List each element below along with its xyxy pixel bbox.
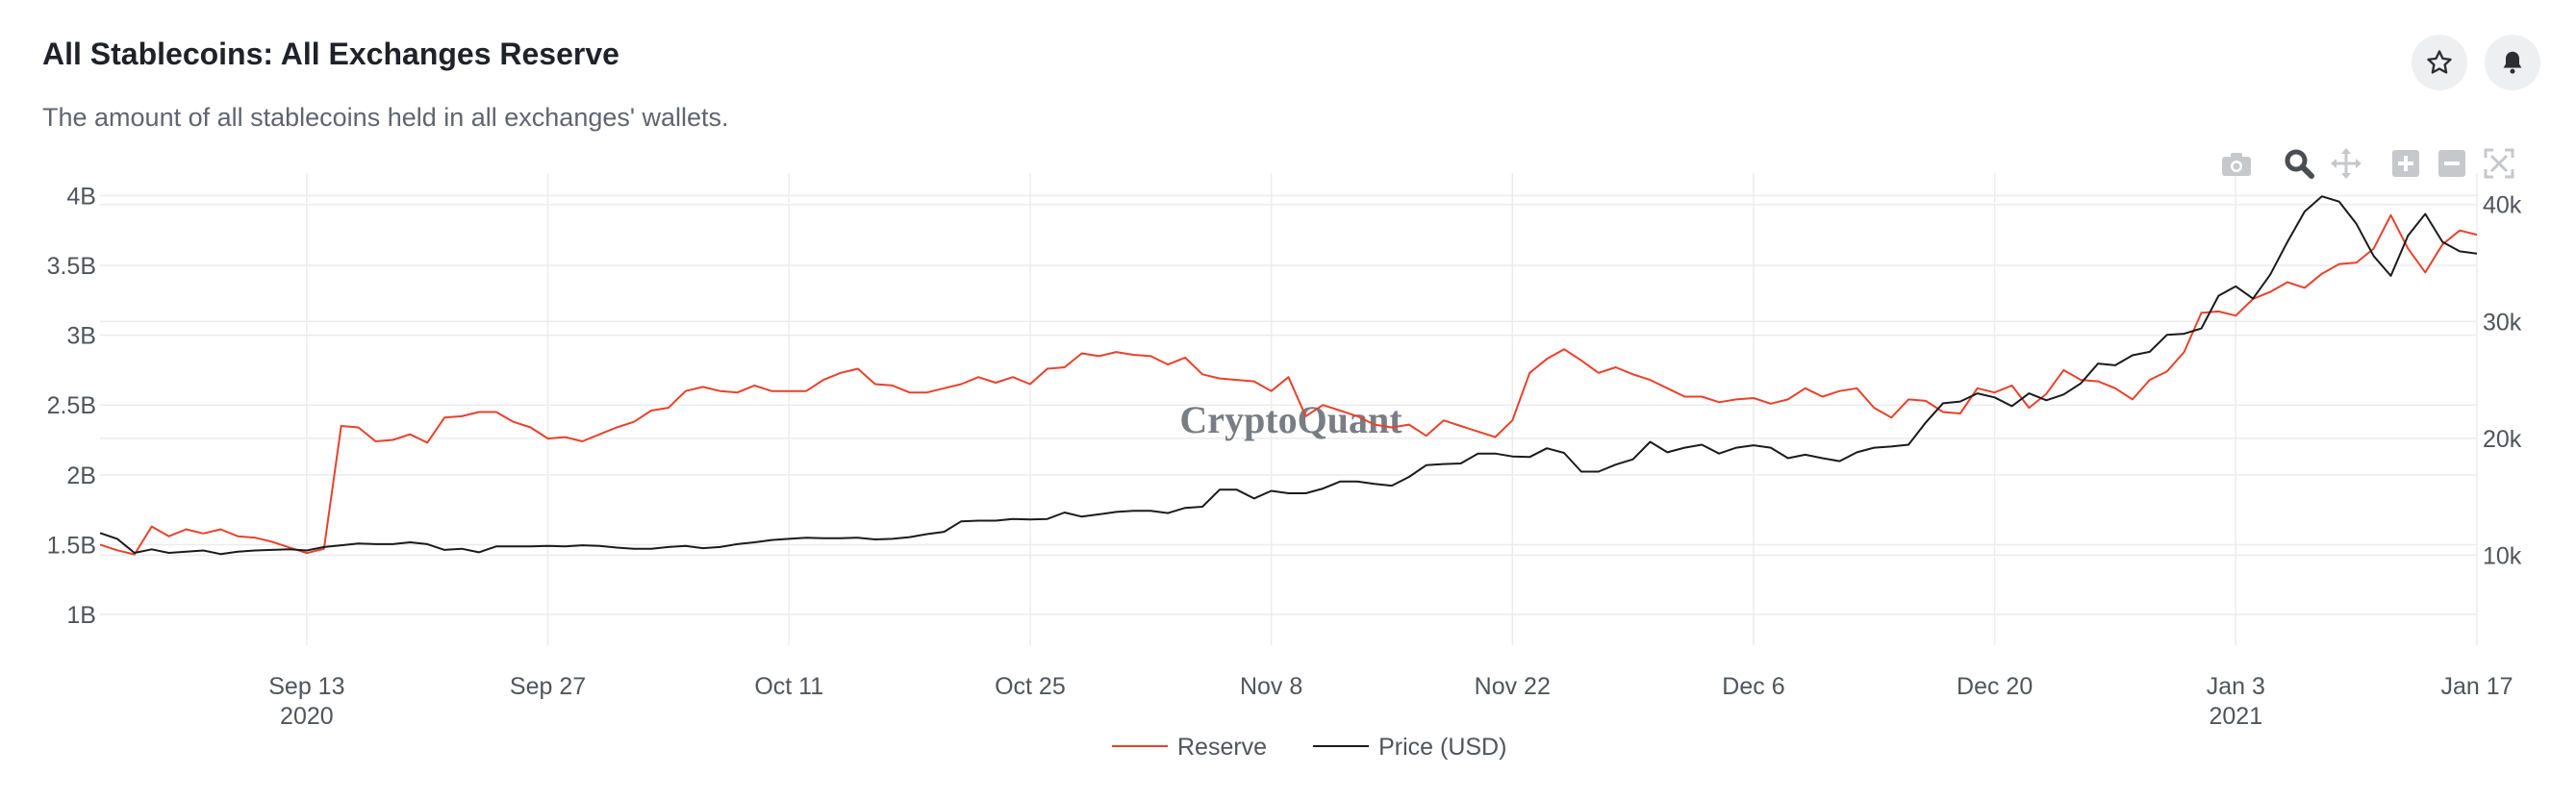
camera-icon[interactable] (2222, 153, 2251, 176)
y-left-tick-label: 2.5B (47, 392, 96, 419)
autoscale-icon[interactable] (2484, 148, 2514, 179)
x-tick-label: Jan 17 (2440, 673, 2513, 700)
series-line-reserve (99, 213, 2478, 556)
x-tick-label: Oct 25 (995, 673, 1066, 700)
bell-icon (2503, 51, 2522, 74)
watermark: CryptoQuant (1179, 398, 1402, 441)
x-tick-label: Sep 27 (510, 673, 586, 700)
x-tick-label: Dec 20 (1957, 673, 2033, 700)
y-right-tick-label: 10k (2483, 542, 2522, 569)
x-tick-sublabel: 2020 (280, 703, 334, 730)
x-tick-label: Oct 11 (754, 673, 823, 700)
zoom-in-icon[interactable] (2392, 150, 2419, 177)
x-tick-label: Dec 6 (1722, 673, 1784, 700)
x-tick-label: Jan 3 (2207, 673, 2265, 700)
legend[interactable]: Reserve Price (USD) (1112, 734, 1506, 761)
zoom-icon[interactable] (2285, 149, 2314, 179)
y-left-tick-label: 1B (66, 602, 96, 629)
grid-lines (100, 173, 2478, 645)
legend-item[interactable]: Reserve (1112, 734, 1267, 761)
legend-label: Reserve (1177, 734, 1267, 761)
y-left-tick-label: 3.5B (47, 253, 96, 280)
x-tick-label: Nov 8 (1240, 673, 1302, 700)
page-subtitle: The amount of all stablecoins held in al… (42, 103, 729, 132)
page-title: All Stablecoins: All Exchanges Reserve (42, 37, 619, 71)
y-left-tick-label: 1.5B (47, 532, 96, 559)
favorite-button[interactable] (2412, 35, 2467, 90)
right-axis: 10k 20k 30k 40k (2483, 192, 2522, 570)
x-tick-label: Nov 22 (1475, 673, 1551, 700)
left-axis: 1B 1.5B 2B 2.5B 3B 3.5B 4B (47, 183, 96, 629)
y-right-tick-label: 30k (2483, 309, 2522, 336)
alert-button[interactable] (2485, 35, 2540, 90)
x-tick-sublabel: 2021 (2210, 703, 2263, 730)
modebar[interactable] (2222, 148, 2514, 179)
pan-icon[interactable] (2331, 148, 2361, 179)
x-axis: Sep 13 2020 Sep 27 Oct 11 Oct 25 Nov 8 Nov 22 D… (268, 673, 2513, 730)
x-tick-label: Sep 13 (268, 673, 344, 700)
y-left-tick-label: 2B (66, 462, 96, 489)
zoom-out-icon[interactable] (2438, 150, 2465, 177)
star-icon (2427, 50, 2452, 74)
y-right-tick-label: 40k (2483, 192, 2522, 219)
series (99, 195, 2478, 556)
y-left-tick-label: 4B (66, 183, 96, 210)
y-left-tick-label: 3B (66, 323, 96, 350)
legend-item[interactable]: Price (USD) (1313, 734, 1506, 761)
y-right-tick-label: 20k (2483, 426, 2522, 453)
legend-label: Price (USD) (1378, 734, 1506, 761)
series-line-price-usd (99, 195, 2478, 556)
